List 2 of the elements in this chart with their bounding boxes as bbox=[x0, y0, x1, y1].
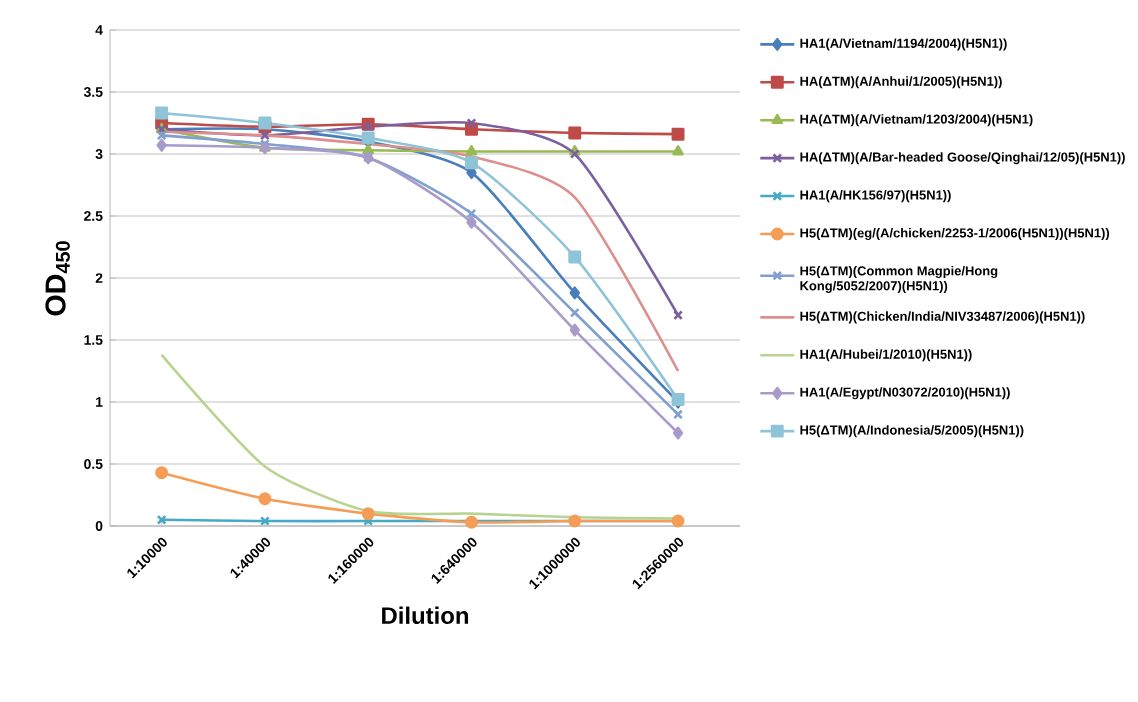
y-axis-title: OD$_{450}$ bbox=[45, 241, 70, 316]
x-axis-title: Dilution bbox=[382, 606, 469, 625]
